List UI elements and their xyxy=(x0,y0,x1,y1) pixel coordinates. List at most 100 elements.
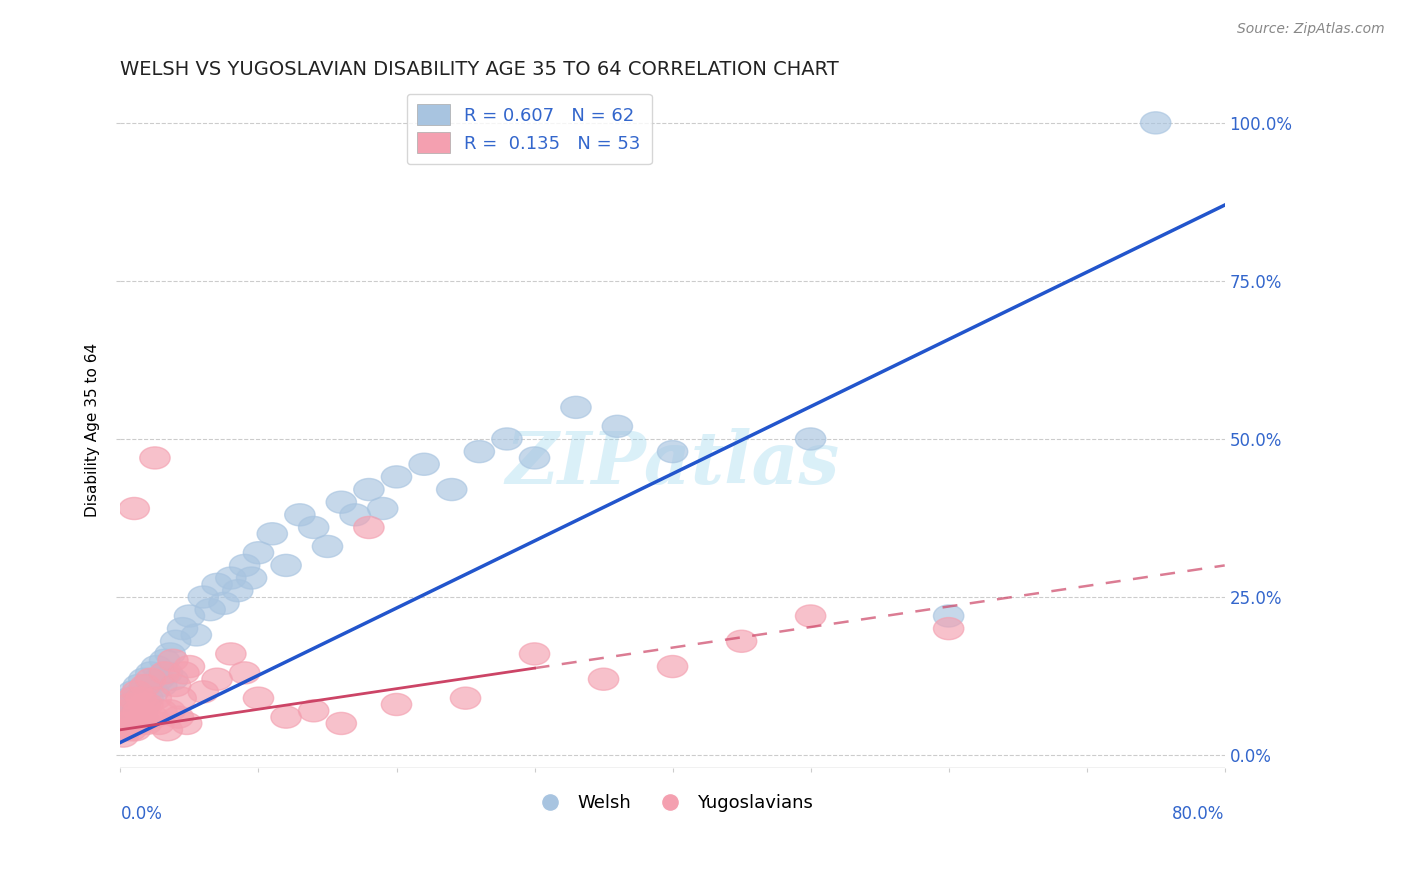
Ellipse shape xyxy=(124,674,153,697)
Ellipse shape xyxy=(115,693,145,715)
Ellipse shape xyxy=(169,662,200,684)
Ellipse shape xyxy=(111,713,141,734)
Text: 0.0%: 0.0% xyxy=(121,805,162,823)
Ellipse shape xyxy=(129,693,159,715)
Ellipse shape xyxy=(157,668,188,690)
Ellipse shape xyxy=(222,580,253,602)
Ellipse shape xyxy=(934,617,965,640)
Ellipse shape xyxy=(202,668,232,690)
Ellipse shape xyxy=(125,693,155,715)
Ellipse shape xyxy=(117,719,146,741)
Ellipse shape xyxy=(243,541,274,564)
Ellipse shape xyxy=(271,706,301,728)
Ellipse shape xyxy=(160,674,191,697)
Ellipse shape xyxy=(561,396,591,418)
Ellipse shape xyxy=(464,441,495,463)
Ellipse shape xyxy=(108,719,138,741)
Ellipse shape xyxy=(243,687,274,709)
Ellipse shape xyxy=(135,662,166,684)
Ellipse shape xyxy=(215,643,246,665)
Ellipse shape xyxy=(796,605,825,627)
Ellipse shape xyxy=(367,498,398,519)
Ellipse shape xyxy=(796,428,825,450)
Ellipse shape xyxy=(157,649,188,672)
Ellipse shape xyxy=(118,687,148,709)
Ellipse shape xyxy=(114,699,143,722)
Ellipse shape xyxy=(149,662,180,684)
Ellipse shape xyxy=(124,699,153,722)
Ellipse shape xyxy=(132,674,162,697)
Ellipse shape xyxy=(131,674,160,697)
Ellipse shape xyxy=(381,693,412,715)
Ellipse shape xyxy=(132,713,162,734)
Ellipse shape xyxy=(326,491,357,513)
Ellipse shape xyxy=(436,478,467,500)
Ellipse shape xyxy=(312,535,343,558)
Ellipse shape xyxy=(229,554,260,576)
Ellipse shape xyxy=(326,713,357,734)
Ellipse shape xyxy=(155,699,186,722)
Ellipse shape xyxy=(519,447,550,469)
Ellipse shape xyxy=(658,656,688,678)
Ellipse shape xyxy=(141,656,172,678)
Ellipse shape xyxy=(117,706,146,728)
Ellipse shape xyxy=(129,668,159,690)
Ellipse shape xyxy=(108,725,138,747)
Ellipse shape xyxy=(111,719,141,741)
Ellipse shape xyxy=(121,713,150,734)
Ellipse shape xyxy=(381,466,412,488)
Ellipse shape xyxy=(195,599,225,621)
Ellipse shape xyxy=(115,687,145,709)
Ellipse shape xyxy=(132,693,163,715)
Ellipse shape xyxy=(138,706,169,728)
Ellipse shape xyxy=(163,706,194,728)
Ellipse shape xyxy=(152,719,183,741)
Ellipse shape xyxy=(257,523,287,545)
Text: WELSH VS YUGOSLAVIAN DISABILITY AGE 35 TO 64 CORRELATION CHART: WELSH VS YUGOSLAVIAN DISABILITY AGE 35 T… xyxy=(121,60,839,78)
Ellipse shape xyxy=(229,662,260,684)
Ellipse shape xyxy=(125,713,155,734)
Ellipse shape xyxy=(118,681,148,703)
Ellipse shape xyxy=(340,504,370,526)
Ellipse shape xyxy=(450,687,481,709)
Ellipse shape xyxy=(112,699,142,722)
Ellipse shape xyxy=(174,605,205,627)
Ellipse shape xyxy=(146,674,177,697)
Ellipse shape xyxy=(271,554,301,576)
Ellipse shape xyxy=(127,681,156,703)
Ellipse shape xyxy=(138,681,169,703)
Ellipse shape xyxy=(120,706,149,728)
Ellipse shape xyxy=(167,617,198,640)
Ellipse shape xyxy=(658,441,688,463)
Ellipse shape xyxy=(127,687,156,709)
Ellipse shape xyxy=(727,631,756,652)
Ellipse shape xyxy=(174,656,205,678)
Ellipse shape xyxy=(155,643,186,665)
Ellipse shape xyxy=(160,631,191,652)
Ellipse shape xyxy=(298,699,329,722)
Ellipse shape xyxy=(1140,112,1171,134)
Ellipse shape xyxy=(131,693,160,715)
Ellipse shape xyxy=(602,416,633,437)
Ellipse shape xyxy=(122,681,152,703)
Ellipse shape xyxy=(114,713,143,734)
Ellipse shape xyxy=(166,687,197,709)
Legend: Welsh, Yugoslavians: Welsh, Yugoslavians xyxy=(524,787,821,820)
Ellipse shape xyxy=(492,428,522,450)
Ellipse shape xyxy=(120,498,149,519)
Ellipse shape xyxy=(215,567,246,589)
Ellipse shape xyxy=(208,592,239,615)
Ellipse shape xyxy=(188,681,218,703)
Ellipse shape xyxy=(409,453,439,475)
Ellipse shape xyxy=(172,713,202,734)
Ellipse shape xyxy=(149,649,180,672)
Ellipse shape xyxy=(146,699,177,722)
Ellipse shape xyxy=(354,516,384,539)
Ellipse shape xyxy=(110,713,139,734)
Text: 80.0%: 80.0% xyxy=(1173,805,1225,823)
Text: Source: ZipAtlas.com: Source: ZipAtlas.com xyxy=(1237,22,1385,37)
Ellipse shape xyxy=(152,662,183,684)
Ellipse shape xyxy=(110,706,139,728)
Ellipse shape xyxy=(132,687,163,709)
Ellipse shape xyxy=(519,643,550,665)
